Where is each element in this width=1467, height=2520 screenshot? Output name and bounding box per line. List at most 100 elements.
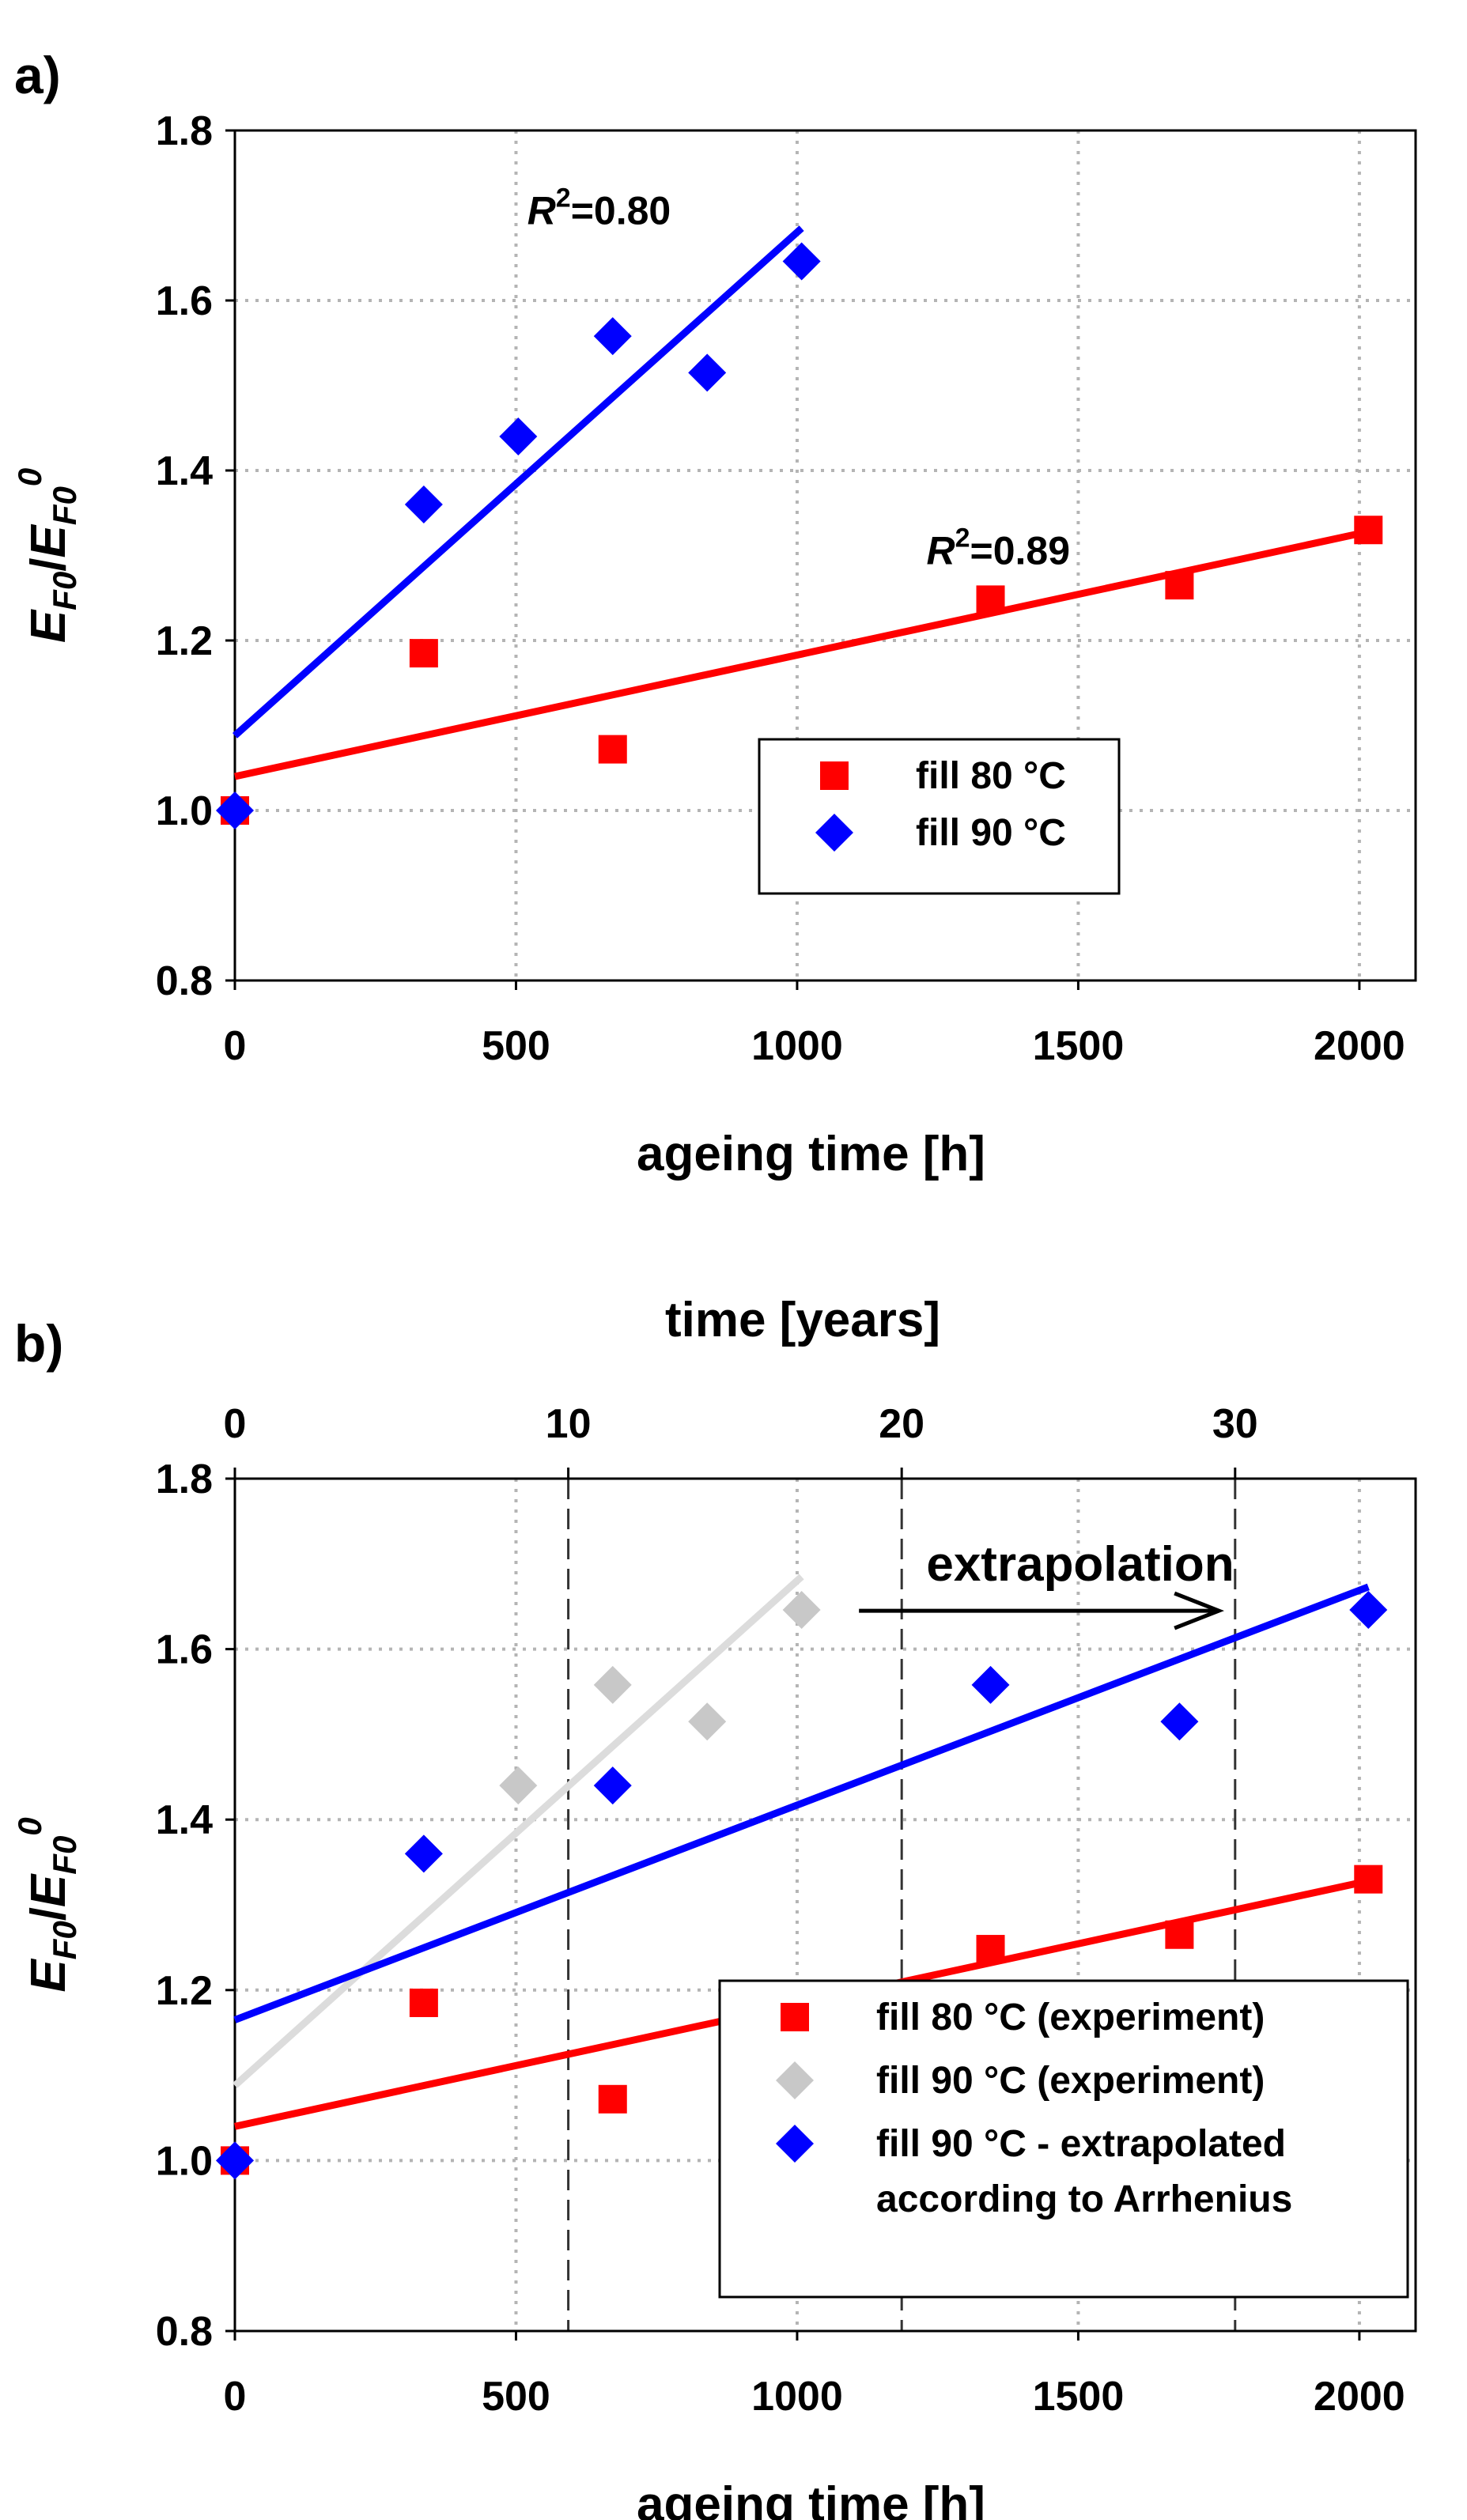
x-tick-label: 1000 <box>751 1023 843 1069</box>
r-squared-sup: 2 <box>556 183 571 213</box>
y-axis-title: EF0/EF00 <box>11 468 83 643</box>
y-tick-label: 1.8 <box>156 108 213 154</box>
legend-label-1: fill 80 °C (experiment) <box>876 1997 1265 2038</box>
data-point-series-1 <box>409 639 438 668</box>
y-tick-label: 1.2 <box>156 1968 213 2014</box>
data-point-series-3 <box>404 1834 443 1873</box>
x-tick-label: 1500 <box>1033 2374 1125 2420</box>
x-tick-label: 0 <box>224 1023 247 1069</box>
x-axis-title: ageing time [h] <box>637 1127 985 1181</box>
legend-marker-2 <box>815 814 853 852</box>
r-squared-r: R <box>926 528 955 572</box>
x-tick-label: 1000 <box>751 2374 843 2420</box>
y-tick-label: 1.6 <box>156 278 213 324</box>
y-tick-label: 1.0 <box>156 788 213 834</box>
y-tick-label: 0.8 <box>156 2309 213 2355</box>
data-point-series-2 <box>499 1766 538 1805</box>
x-tick-label: 1500 <box>1033 1023 1125 1069</box>
data-point-series-3 <box>593 1766 632 1805</box>
extrapolation-label: extrapolation <box>926 1537 1234 1592</box>
data-point-series-1 <box>1165 1920 1194 1949</box>
y-axis-title-base-2: E <box>21 1873 76 1907</box>
legend-label-1: fill 80 °C <box>916 755 1066 797</box>
r-squared-value: =0.89 <box>970 528 1071 572</box>
legend-marker-2 <box>776 2061 814 2099</box>
x2-tick-label: 30 <box>1212 1401 1258 1447</box>
legend-box <box>718 1979 1409 2299</box>
legend-label-2: fill 90 °C (experiment) <box>876 2060 1265 2102</box>
y-axis-title-slash: / <box>21 1907 76 1921</box>
r-squared-r: R <box>527 188 556 232</box>
x2-axis-title: time [years] <box>665 1293 940 1347</box>
legend-label-3-line1: fill 90 °C - extrapolated <box>876 2123 1286 2165</box>
fit-line-series-2 <box>232 225 804 739</box>
y-axis-title-base: E <box>21 1959 76 1993</box>
data-point-series-3 <box>216 2141 254 2180</box>
plot-frame <box>233 129 1417 982</box>
data-point-series-2 <box>688 353 727 392</box>
data-point-series-1 <box>598 735 627 764</box>
y-tick-label: 1.2 <box>156 618 213 664</box>
data-point-series-2 <box>593 317 632 356</box>
data-point-series-1 <box>409 1988 438 2017</box>
data-point-series-1 <box>1354 516 1383 545</box>
r-squared-label: R2=0.89 <box>926 523 1070 572</box>
r-squared-sup: 2 <box>955 523 970 553</box>
x-tick-label: 500 <box>482 2374 550 2420</box>
y-axis-title-base-2: E <box>21 524 76 558</box>
x-tick-label: 500 <box>482 1023 550 1069</box>
data-point-series-3 <box>1349 1591 1388 1630</box>
fit-line-series-3 <box>233 1583 1370 2023</box>
r-squared-label: R2=0.80 <box>527 183 671 232</box>
data-point-series-1 <box>1354 1864 1383 1894</box>
panel-label: b) <box>14 1314 63 1373</box>
x-tick-label: 2000 <box>1314 1023 1405 1069</box>
panel-a: 0 500 1000 1500 2000 0.8 1.0 1.2 1.4 1.6 1.8 ageing… <box>11 46 1417 1181</box>
y-axis-title-sup: 0 <box>11 468 48 486</box>
data-point-series-1 <box>976 1935 1005 1964</box>
data-point-series-2 <box>593 1665 632 1704</box>
legend-label-3-line2: according to Arrhenius <box>876 2178 1292 2220</box>
data-point-series-3 <box>971 1665 1010 1704</box>
data-point-series-1 <box>976 585 1005 614</box>
plot-frame <box>233 1477 1417 2333</box>
data-point-series-1 <box>1165 571 1194 600</box>
y-tick-label: 1.0 <box>156 2138 213 2184</box>
data-point-series-1 <box>598 2084 627 2114</box>
data-point-series-2 <box>499 417 538 455</box>
data-point-series-2 <box>782 242 821 281</box>
r-squared-value: =0.80 <box>571 188 671 232</box>
y-tick-label: 0.8 <box>156 958 213 1004</box>
y-tick-label: 1.6 <box>156 1627 213 1673</box>
legend-marker-1 <box>820 761 849 790</box>
y-axis-title-base: E <box>21 609 76 643</box>
y-axis-title: EF0/EF00 <box>11 1817 83 1992</box>
x2-tick-label: 0 <box>224 1401 247 1447</box>
x2-tick-label: 20 <box>879 1401 924 1447</box>
x2-tick-label: 10 <box>546 1401 592 1447</box>
data-point-series-2 <box>782 1591 821 1630</box>
x-tick-label: 2000 <box>1314 2374 1405 2420</box>
extrapolation-arrow-head <box>1174 1591 1225 1630</box>
y-axis-title-sub: F0 <box>46 572 83 610</box>
y-axis-title-sub: F0 <box>46 1921 83 1959</box>
y-tick-label: 1.4 <box>156 448 213 494</box>
y-tick-label: 1.4 <box>156 1797 213 1843</box>
panel-label: a) <box>14 46 61 104</box>
legend-marker-1 <box>781 2003 809 2031</box>
y-axis-title-sub-2: F0 <box>46 486 83 525</box>
y-axis-title-sub-2: F0 <box>46 1836 83 1875</box>
legend-marker-3 <box>776 2125 814 2163</box>
data-point-series-3 <box>1160 1702 1199 1741</box>
x-tick-label: 0 <box>224 2374 247 2420</box>
data-point-series-2 <box>688 1702 727 1741</box>
y-tick-label: 1.8 <box>156 1456 213 1502</box>
legend-box <box>758 738 1121 895</box>
legend-label-2: fill 90 °C <box>916 812 1066 854</box>
data-point-series-2 <box>216 792 254 829</box>
x-axis-title: ageing time [h] <box>637 2477 985 2520</box>
y-axis-title-slash: / <box>21 558 76 572</box>
fit-line-series-2 <box>232 1574 804 2088</box>
